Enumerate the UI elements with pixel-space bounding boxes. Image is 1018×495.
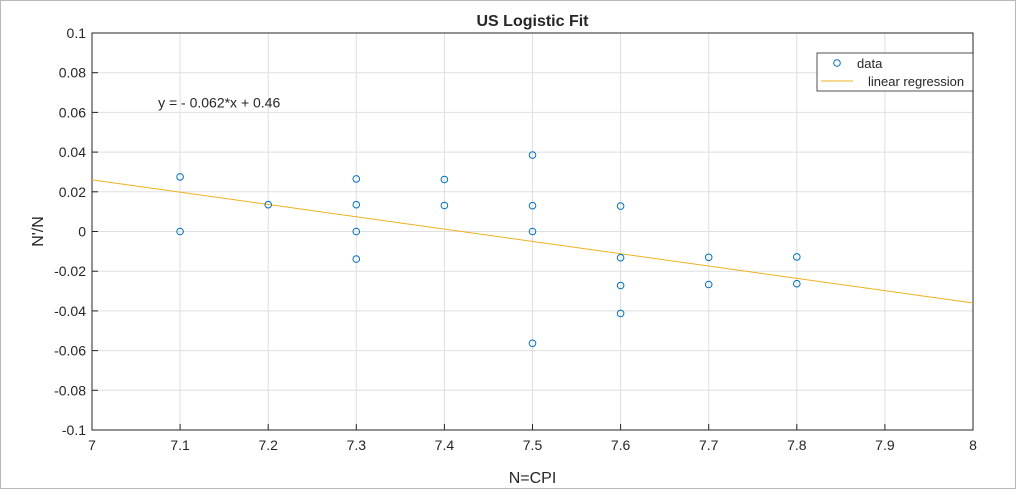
data-point [616,281,625,290]
data-point [176,173,184,181]
y-tick-label: -0.08 [54,382,86,398]
x-tick-label: 7.9 [875,437,895,453]
y-tick-label: 0.1 [67,25,87,41]
x-tick-label: 7.1 [170,437,190,453]
grid [91,32,974,431]
y-axis-label: N'/N [30,216,47,247]
x-tick-label: 7.4 [435,437,455,453]
data-point [352,175,361,183]
y-tick-label: 0.02 [59,184,86,200]
legend-label-linear-regression: linear regression [868,74,964,89]
x-tick-label: 7.6 [611,437,631,453]
legend-label-data: data [857,56,883,71]
chart-marks [91,151,974,348]
y-tick-label: 0.08 [59,65,86,81]
x-tick-label: 7.5 [523,437,543,453]
y-tick-label: 0 [78,224,86,240]
y-tick-label: 0.06 [59,104,86,120]
legend: data linear regression [816,52,974,92]
legend-box [816,52,974,92]
regression-equation-annotation: y = - 0.062*x + 0.46 [158,94,280,110]
x-tick-label: 8 [969,437,977,453]
x-tick-label: 7.7 [699,437,719,453]
axis-ticks: 7 7.1 7.2 7.3 7.4 7.5 7.6 7.7 7.8 7.9 8 -0.1 -0.08 -0… [54,25,977,453]
y-tick-label: -0.04 [54,303,86,319]
data-point [704,253,713,262]
data-point [616,253,625,262]
data-point [440,201,449,210]
data-point [176,227,184,236]
regression-line [91,179,974,304]
x-tick-label: 7.2 [258,437,278,453]
data-point [440,175,449,184]
data-point [352,255,361,263]
data-point [704,280,713,289]
data-point [793,253,801,261]
data-point [616,202,625,210]
data-point [528,339,537,348]
x-tick-label: 7.8 [787,437,807,453]
data-point [528,151,537,159]
y-tick-label: -0.1 [62,422,86,438]
data-point [616,309,625,318]
data-point [793,279,801,288]
data-point [352,227,361,236]
y-tick-label: -0.02 [54,263,86,279]
x-tick-label: 7 [88,437,96,453]
data-point [528,227,537,236]
chart-title: US Logistic Fit [477,13,590,30]
data-point [528,201,537,210]
data-point [352,200,361,209]
x-axis-label: N=CPI [509,470,557,487]
y-tick-label: -0.06 [54,343,86,359]
x-tick-label: 7.3 [347,437,367,453]
data-point [264,200,273,209]
y-tick-label: 0.04 [59,144,86,160]
legend-marker-data [833,59,841,67]
